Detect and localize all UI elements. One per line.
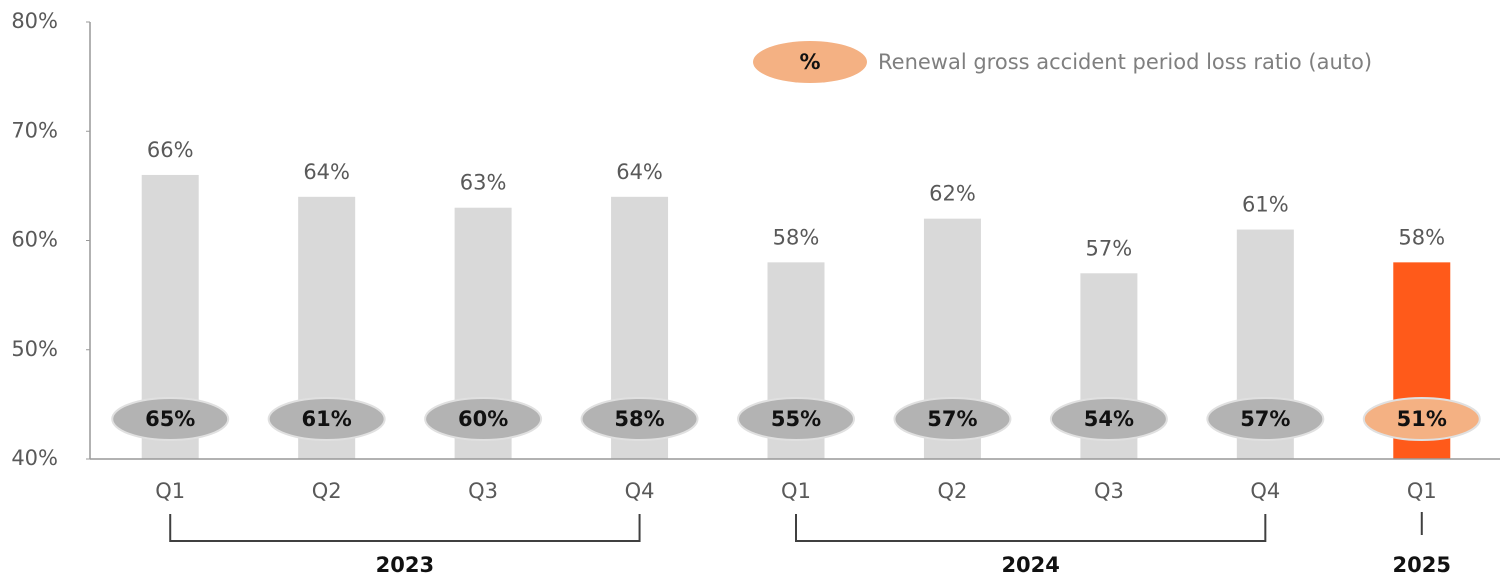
value-label: 66% (147, 138, 194, 162)
ratio-bubble (424, 397, 543, 441)
value-label: 61% (1242, 193, 1289, 217)
x-tick-label: Q2 (312, 479, 342, 503)
group-label: 2025 (1393, 553, 1451, 577)
ratio-bubble (267, 397, 386, 441)
ratio-label: 51% (1397, 407, 1447, 431)
x-tick-label: Q1 (1407, 479, 1437, 503)
y-tick-label: 70% (11, 118, 58, 142)
group-bracket (169, 514, 641, 542)
x-tick-label: Q1 (155, 479, 185, 503)
group-label: 2023 (376, 553, 434, 577)
value-label: 63% (460, 171, 507, 195)
ratio-label: 54% (1084, 407, 1134, 431)
ratio-label: 65% (145, 407, 195, 431)
group-label: 2024 (1001, 553, 1059, 577)
x-tick-label: Q3 (468, 479, 498, 503)
value-label: 57% (1086, 236, 1133, 260)
value-label: 64% (303, 160, 350, 184)
ratio-label: 58% (614, 407, 664, 431)
ratio-bubble (1362, 397, 1481, 441)
value-label: 64% (616, 160, 663, 184)
ratio-bubble (737, 397, 855, 441)
legend-label: Renewal gross accident period loss ratio… (878, 50, 1372, 74)
y-tick-label: 80% (11, 9, 58, 33)
ratio-label: 61% (302, 407, 352, 431)
ratio-bubble (893, 397, 1012, 441)
x-tick-label: Q1 (781, 479, 811, 503)
legend-symbol-label: % (799, 50, 820, 74)
x-tick-label: Q4 (1250, 479, 1280, 503)
y-tick-label: 60% (11, 228, 58, 252)
y-tick-label: 40% (11, 446, 58, 470)
ratio-label: 55% (771, 407, 821, 431)
ratio-label: 57% (1240, 407, 1290, 431)
ratio-label: 60% (458, 407, 508, 431)
x-tick-label: Q4 (625, 479, 655, 503)
ratio-bubble (580, 397, 699, 441)
ratio-bubble (111, 397, 230, 441)
x-tick-label: Q2 (937, 479, 967, 503)
legend-symbol (753, 41, 867, 83)
value-label: 58% (1398, 225, 1445, 249)
ratio-label: 57% (927, 407, 977, 431)
x-tick-label: Q3 (1094, 479, 1124, 503)
group-bracket (795, 514, 1267, 542)
ratio-bubble (1049, 397, 1168, 441)
value-label: 62% (929, 182, 976, 206)
value-label: 58% (773, 225, 820, 249)
y-tick-label: 50% (11, 337, 58, 361)
ratio-bubble (1206, 397, 1325, 441)
